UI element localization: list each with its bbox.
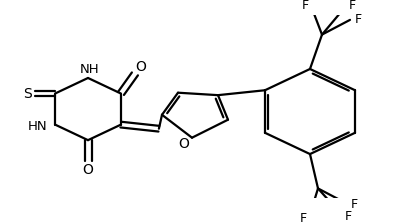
Text: F: F xyxy=(300,212,306,224)
Text: F: F xyxy=(344,210,352,223)
Text: F: F xyxy=(354,13,361,26)
Text: HN: HN xyxy=(27,120,47,133)
Text: F: F xyxy=(350,198,358,211)
Text: O: O xyxy=(83,163,94,177)
Text: S: S xyxy=(23,86,31,101)
Text: O: O xyxy=(179,137,189,151)
Text: NH: NH xyxy=(80,63,100,76)
Text: F: F xyxy=(302,0,309,13)
Text: O: O xyxy=(136,60,147,74)
Text: F: F xyxy=(348,0,356,13)
